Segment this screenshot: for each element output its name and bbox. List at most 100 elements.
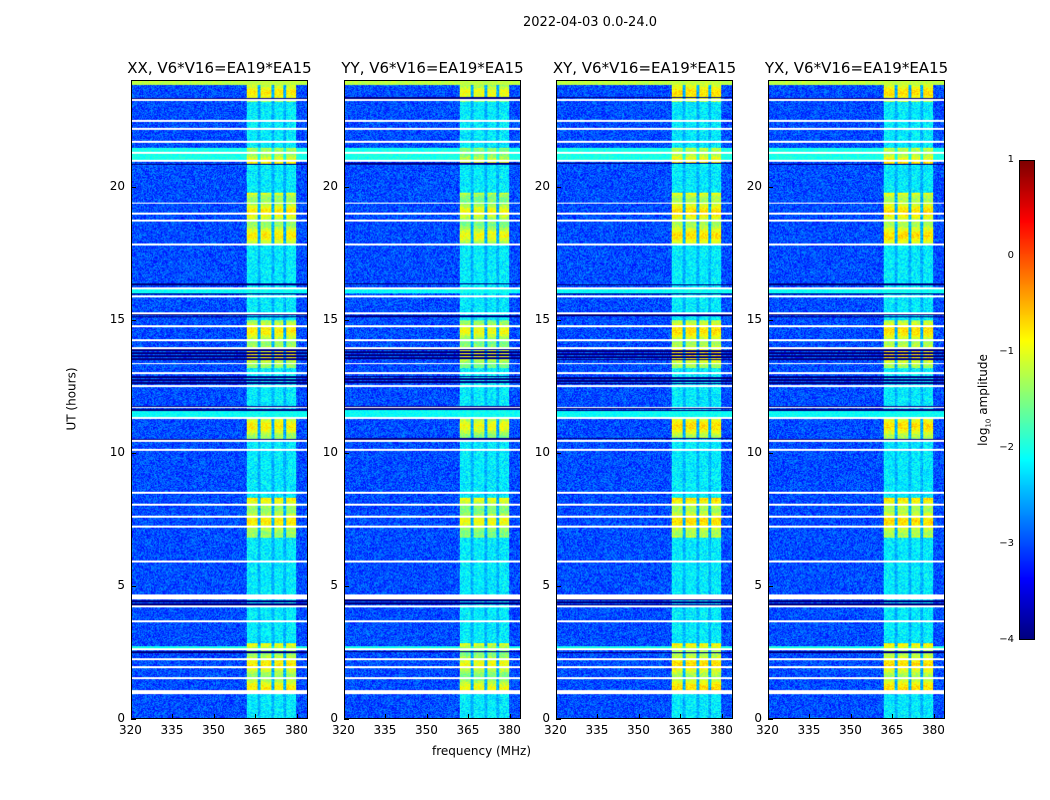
y-tick-label: 15 bbox=[534, 311, 550, 326]
y-tick bbox=[556, 585, 561, 587]
y-tick bbox=[556, 452, 561, 454]
x-tick bbox=[638, 714, 640, 719]
colorbar-label-main: log bbox=[976, 427, 990, 446]
x-tick-label: 320 bbox=[119, 723, 142, 737]
y-tick bbox=[131, 186, 136, 188]
heatmap-image bbox=[769, 81, 944, 718]
x-tick bbox=[768, 714, 769, 719]
y-tick bbox=[556, 719, 561, 720]
x-tick-label: 335 bbox=[797, 723, 821, 737]
colorbar-label-rest: amplitude bbox=[976, 354, 990, 419]
x-tick bbox=[556, 714, 557, 719]
x-tick bbox=[344, 714, 345, 719]
x-tick-label: 350 bbox=[201, 723, 225, 737]
y-tick-label: 20 bbox=[534, 178, 550, 193]
x-tick bbox=[597, 714, 599, 719]
x-tick-label: 380 bbox=[284, 723, 308, 737]
y-tick-label: 0 bbox=[542, 711, 550, 725]
x-tick-label: 380 bbox=[497, 723, 521, 737]
y-tick bbox=[131, 585, 136, 587]
y-axis-label: UT (hours) bbox=[64, 367, 79, 431]
x-tick bbox=[933, 714, 935, 719]
colorbar-label: log10 amplitude bbox=[976, 354, 992, 446]
panel-title: YX, V6*V16=EA19*EA15 bbox=[764, 59, 949, 77]
x-tick bbox=[213, 714, 215, 719]
x-tick bbox=[255, 714, 257, 719]
y-tick-label: 10 bbox=[109, 444, 125, 459]
x-tick-label: 320 bbox=[756, 723, 779, 737]
y-tick-label: 10 bbox=[322, 444, 338, 459]
x-tick bbox=[131, 714, 132, 719]
x-tick-label: 365 bbox=[880, 723, 904, 737]
heatmap-panel-1 bbox=[344, 80, 521, 719]
heatmap-image bbox=[132, 81, 307, 718]
x-tick-label: 380 bbox=[709, 723, 733, 737]
x-tick bbox=[509, 714, 511, 719]
heatmap-panel-2 bbox=[556, 80, 733, 719]
y-tick bbox=[131, 319, 136, 321]
y-tick-label: 10 bbox=[534, 444, 550, 459]
y-tick bbox=[768, 452, 773, 454]
y-tick-label: 20 bbox=[746, 178, 762, 193]
x-tick-label: 365 bbox=[243, 723, 267, 737]
y-tick-label: 5 bbox=[754, 577, 762, 592]
x-tick-label: 335 bbox=[160, 723, 184, 737]
y-tick-label: 5 bbox=[330, 577, 338, 592]
panel-title: YY, V6*V16=EA19*EA15 bbox=[341, 59, 524, 77]
y-tick bbox=[768, 719, 773, 720]
y-tick bbox=[344, 585, 349, 587]
y-tick bbox=[131, 719, 136, 720]
figure-title: 2022-04-03 0.0-24.0 bbox=[523, 15, 657, 30]
y-tick bbox=[131, 452, 136, 454]
colorbar-tick-label: −2 bbox=[999, 442, 1014, 453]
heatmap-image bbox=[557, 81, 732, 718]
x-tick bbox=[468, 714, 470, 719]
y-tick bbox=[556, 319, 561, 321]
x-tick bbox=[296, 714, 298, 719]
x-tick bbox=[172, 714, 174, 719]
x-tick-label: 320 bbox=[544, 723, 567, 737]
x-tick bbox=[892, 714, 894, 719]
x-tick-label: 365 bbox=[668, 723, 692, 737]
colorbar-tick-label: 0 bbox=[1007, 250, 1014, 261]
x-tick-label: 350 bbox=[626, 723, 650, 737]
x-tick bbox=[426, 714, 428, 719]
x-tick bbox=[850, 714, 852, 719]
x-tick-label: 320 bbox=[332, 723, 355, 737]
x-axis-label: frequency (MHz) bbox=[432, 744, 532, 758]
x-tick-label: 335 bbox=[373, 723, 397, 737]
y-tick bbox=[344, 186, 349, 188]
x-tick bbox=[809, 714, 811, 719]
x-tick bbox=[385, 714, 387, 719]
y-tick-label: 10 bbox=[746, 444, 762, 459]
colorbar-tick-label: −3 bbox=[999, 538, 1014, 549]
colorbar-tick-label: 1 bbox=[1007, 154, 1014, 165]
x-tick-label: 380 bbox=[921, 723, 945, 737]
y-tick bbox=[344, 319, 349, 321]
heatmap-panel-0 bbox=[131, 80, 308, 719]
x-tick-label: 350 bbox=[414, 723, 438, 737]
y-tick-label: 0 bbox=[754, 711, 762, 725]
y-tick-label: 15 bbox=[322, 311, 338, 326]
y-tick-label: 0 bbox=[117, 711, 125, 725]
colorbar-tick-label: −1 bbox=[999, 346, 1014, 357]
heatmap-image bbox=[345, 81, 520, 718]
heatmap-panel-3 bbox=[768, 80, 945, 719]
x-tick bbox=[721, 714, 723, 719]
y-tick-label: 15 bbox=[109, 311, 125, 326]
x-tick bbox=[680, 714, 682, 719]
y-tick-label: 5 bbox=[117, 577, 125, 592]
y-tick bbox=[768, 319, 773, 321]
panel-title: XX, V6*V16=EA19*EA15 bbox=[127, 59, 312, 77]
y-tick-label: 0 bbox=[330, 711, 338, 725]
x-tick-label: 365 bbox=[456, 723, 480, 737]
colorbar bbox=[1019, 160, 1035, 640]
y-tick bbox=[768, 186, 773, 188]
panel-title: XY, V6*V16=EA19*EA15 bbox=[552, 59, 737, 77]
colorbar-tick-label: −4 bbox=[999, 634, 1014, 645]
y-tick-label: 5 bbox=[542, 577, 550, 592]
y-tick bbox=[768, 585, 773, 587]
y-tick-label: 15 bbox=[746, 311, 762, 326]
y-tick bbox=[556, 186, 561, 188]
